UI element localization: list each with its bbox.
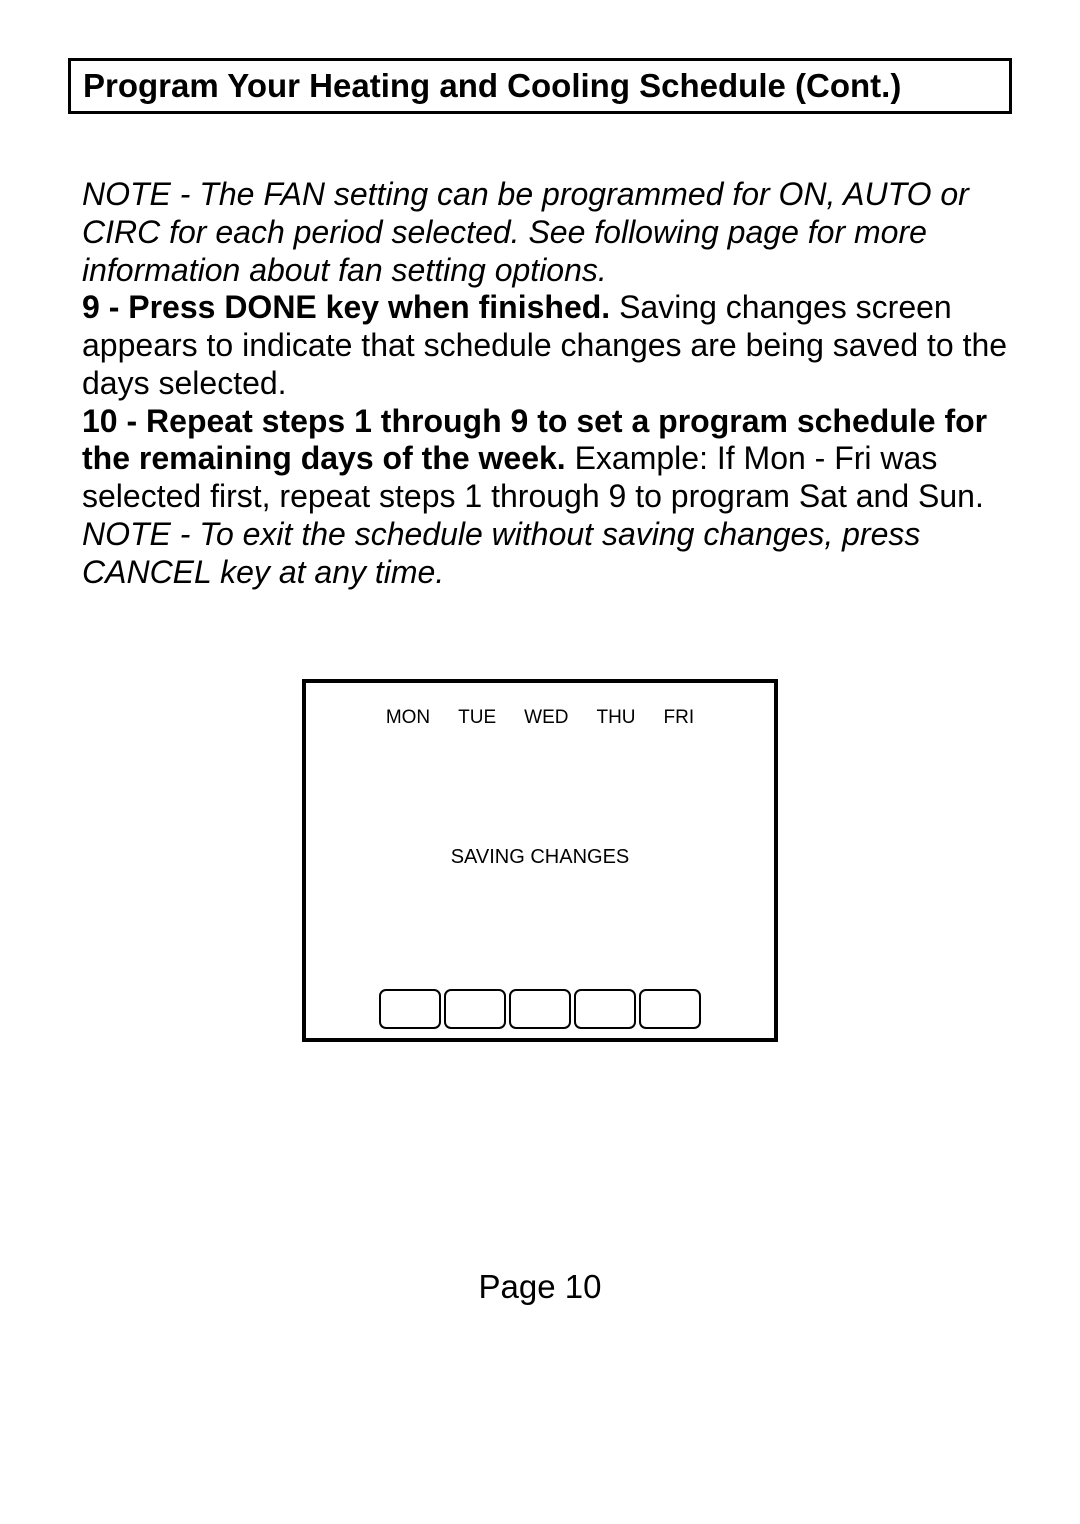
- screen-illustration-wrap: MON TUE WED THU FRI SAVING CHANGES: [68, 679, 1012, 1042]
- softkey-button[interactable]: [379, 989, 441, 1029]
- section-title: Program Your Heating and Cooling Schedul…: [83, 67, 901, 104]
- note-fan-setting: NOTE - The FAN setting can be programmed…: [82, 176, 1008, 289]
- softkey-button[interactable]: [509, 989, 571, 1029]
- step-10: 10 - Repeat steps 1 through 9 to set a p…: [82, 403, 1008, 516]
- thermostat-screen: MON TUE WED THU FRI SAVING CHANGES: [302, 679, 778, 1042]
- day-label: THU: [596, 707, 635, 729]
- softkey-button[interactable]: [639, 989, 701, 1029]
- section-title-box: Program Your Heating and Cooling Schedul…: [68, 58, 1012, 114]
- body-text: NOTE - The FAN setting can be programmed…: [82, 176, 1012, 591]
- step-9: 9 - Press DONE key when finished. Saving…: [82, 289, 1008, 402]
- day-label: FRI: [664, 707, 695, 729]
- softkey-button[interactable]: [574, 989, 636, 1029]
- page-number: Page 10: [0, 1268, 1080, 1306]
- softkey-row: [306, 989, 774, 1029]
- day-label: WED: [524, 707, 568, 729]
- page-container: Program Your Heating and Cooling Schedul…: [0, 0, 1080, 1524]
- saving-changes-label: SAVING CHANGES: [306, 846, 774, 869]
- softkey-button[interactable]: [444, 989, 506, 1029]
- step-9-bold: 9 - Press DONE key when finished.: [82, 289, 610, 325]
- days-row: MON TUE WED THU FRI: [306, 707, 774, 729]
- note-cancel: NOTE - To exit the schedule without savi…: [82, 516, 1008, 592]
- day-label: TUE: [458, 707, 496, 729]
- day-label: MON: [386, 707, 430, 729]
